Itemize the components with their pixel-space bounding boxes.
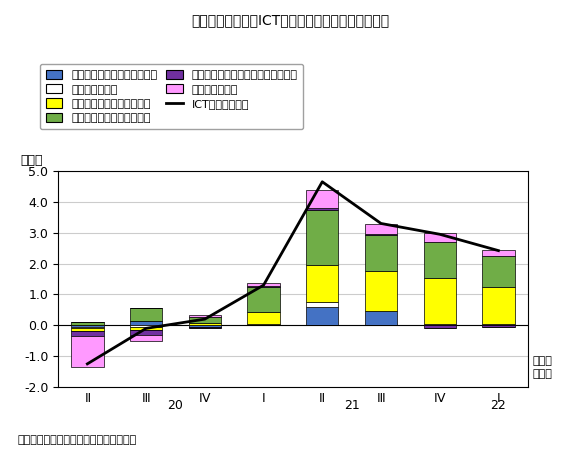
Bar — [306, 189, 338, 208]
Bar — [483, 324, 514, 325]
Bar — [71, 327, 103, 328]
Bar — [365, 225, 397, 234]
Bar — [130, 325, 162, 327]
Legend: 電算機類（含部品）・寄与度, 通信機・寄与度, 半導体等電子部品・寄与度, 半導体等製造装置・寄与度, 音響・映像機器（含部品）・寄与度, その他・寄与度, I: 電算機類（含部品）・寄与度, 通信機・寄与度, 半導体等電子部品・寄与度, 半導… — [40, 64, 303, 129]
Text: （％）: （％） — [20, 154, 43, 166]
Bar — [483, 287, 514, 324]
Bar — [71, 322, 103, 325]
Bar — [248, 286, 280, 287]
Bar — [188, 324, 221, 325]
Bar — [71, 325, 103, 327]
Bar — [483, 250, 514, 256]
Bar — [188, 317, 221, 323]
Bar — [130, 327, 162, 330]
Bar — [248, 324, 280, 325]
Bar — [423, 278, 456, 324]
Bar — [306, 307, 338, 325]
Text: 20: 20 — [168, 399, 183, 412]
Bar — [248, 312, 280, 324]
Bar — [423, 324, 456, 325]
Bar — [130, 321, 162, 325]
Bar — [423, 325, 456, 328]
Bar — [306, 302, 338, 307]
Text: （出所）財務省「貿易統計」から作成。: （出所）財務省「貿易統計」から作成。 — [17, 436, 137, 446]
Bar — [188, 325, 221, 327]
Bar — [483, 325, 514, 327]
Text: （年）: （年） — [532, 369, 552, 379]
Bar — [365, 311, 397, 325]
Bar — [306, 210, 338, 265]
Bar — [248, 287, 280, 312]
Text: 輸出総額に占めるICT関連輸出（品目別）の寄与度: 輸出総額に占めるICT関連輸出（品目別）の寄与度 — [191, 14, 389, 27]
Bar — [130, 308, 162, 321]
Bar — [306, 265, 338, 302]
Bar — [483, 256, 514, 287]
Bar — [423, 242, 456, 278]
Text: （期）: （期） — [532, 356, 552, 366]
Bar — [71, 332, 103, 336]
Bar — [248, 284, 280, 286]
Bar — [71, 328, 103, 332]
Bar — [365, 270, 397, 311]
Bar — [188, 315, 221, 317]
Bar — [365, 235, 397, 270]
Text: 21: 21 — [344, 399, 360, 412]
Bar — [188, 323, 221, 324]
Text: 22: 22 — [491, 399, 506, 412]
Bar — [423, 233, 456, 242]
Bar — [130, 334, 162, 341]
Bar — [71, 336, 103, 367]
Bar — [188, 327, 221, 328]
Bar — [306, 208, 338, 210]
Bar — [130, 330, 162, 334]
Bar — [365, 234, 397, 235]
